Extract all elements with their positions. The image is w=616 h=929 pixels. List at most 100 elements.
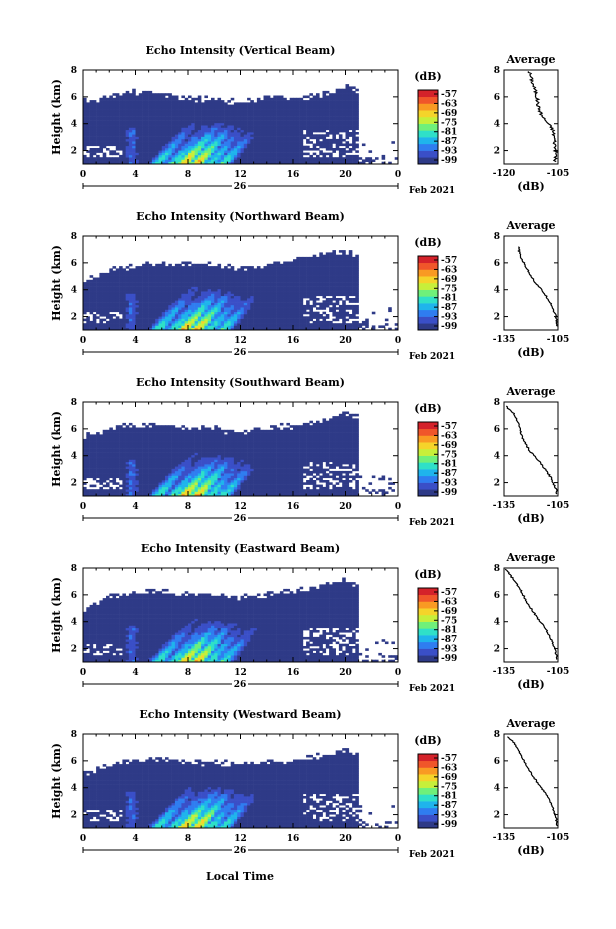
inset-y-tick: 6 [494, 425, 500, 435]
x-tick-label: 20 [339, 336, 352, 346]
inset-y-tick: 8 [494, 564, 500, 574]
colorbar-swatch [418, 787, 438, 795]
x-tick-label: 20 [339, 502, 352, 512]
heatmap-cells [83, 84, 399, 165]
colorbar-swatch [418, 435, 438, 443]
inset-title: Average [505, 53, 555, 66]
colorbar-swatch [418, 801, 438, 809]
colorbar-frame [417, 89, 439, 165]
inset-title: Average [505, 219, 555, 232]
average-profile-line [527, 71, 559, 163]
inset-x-label: (dB) [517, 180, 544, 193]
x-tick-label: 4 [132, 502, 138, 512]
colorbar-swatch [418, 601, 438, 609]
colorbar-swatch [418, 448, 438, 456]
colorbar-swatch [418, 296, 438, 304]
inset-x-tick: -135 [493, 833, 516, 843]
colorbar-tick: -99 [441, 654, 457, 664]
colorbar-swatch [418, 821, 438, 829]
colorbar-tick: -87 [441, 801, 457, 811]
colorbar-unit: (dB) [414, 568, 441, 581]
day-label: 26 [234, 846, 247, 856]
colorbar-tick: -87 [441, 469, 457, 479]
colorbar-swatch [418, 641, 438, 649]
heatmap-cells [83, 748, 399, 829]
colorbar-tick: -63 [441, 763, 457, 773]
y-tick-label: 8 [71, 398, 77, 408]
colorbar-swatch [418, 276, 438, 284]
inset-y-tick: 8 [494, 232, 500, 242]
inset-frame [503, 567, 559, 663]
colorbar-frame [417, 255, 439, 331]
inset-title: Average [505, 717, 555, 730]
y-tick-label: 8 [71, 730, 77, 740]
y-tick-label: 2 [71, 645, 77, 655]
x-tick-label: 12 [234, 336, 247, 346]
x-tick-label: 0 [395, 834, 401, 844]
x-tick-label: 16 [287, 668, 300, 678]
average-profile-line [504, 568, 558, 660]
y-tick-label: 8 [71, 232, 77, 242]
colorbar-swatch [418, 780, 438, 788]
inset-frame [503, 235, 559, 331]
y-axis-label: Height (km) [50, 743, 63, 819]
colorbar-tick: -63 [441, 597, 457, 607]
x-tick-label: 0 [80, 502, 86, 512]
y-axis-label: Height (km) [50, 245, 63, 321]
colorbar-tick: -75 [441, 284, 457, 294]
colorbar-swatch [418, 482, 438, 490]
colorbar-swatch [418, 130, 438, 138]
inset-frame [503, 733, 559, 829]
colorbar-unit: (dB) [414, 734, 441, 747]
colorbar-swatch [418, 422, 438, 430]
x-tick-label: 16 [287, 834, 300, 844]
y-tick-label: 2 [71, 147, 77, 157]
x-tick-label: 0 [80, 336, 86, 346]
colorbar-swatch [418, 648, 438, 656]
x-tick-label: 20 [339, 834, 352, 844]
colorbar-swatch [418, 110, 438, 118]
colorbar-swatch [418, 594, 438, 602]
inset-x-tick: -135 [493, 335, 516, 345]
x-tick-label: 0 [80, 668, 86, 678]
colorbar-tick: -93 [441, 313, 457, 323]
y-tick-label: 6 [71, 591, 77, 601]
panel-title: Echo Intensity (Vertical Beam) [145, 44, 335, 57]
inset-y-tick: 8 [494, 398, 500, 408]
colorbar-tick: -99 [441, 820, 457, 830]
colorbar-tick: -93 [441, 811, 457, 821]
inset-x-tick: -105 [547, 833, 570, 843]
colorbar-swatch [418, 655, 438, 663]
inset-y-tick: 4 [494, 784, 500, 794]
colorbar-tick: -81 [441, 128, 457, 138]
x-tick-label: 12 [234, 834, 247, 844]
colorbar-swatch [418, 303, 438, 311]
colorbar-swatch [418, 614, 438, 622]
colorbar-tick: -81 [441, 294, 457, 304]
colorbar-tick: -75 [441, 450, 457, 460]
inset-x-tick: -105 [547, 169, 570, 179]
colorbar-swatch [418, 814, 438, 822]
inset-y-tick: 4 [494, 120, 500, 130]
colorbar-swatch [418, 760, 438, 768]
y-tick-label: 2 [71, 479, 77, 489]
inset-y-tick: 4 [494, 452, 500, 462]
inset-y-tick: 6 [494, 757, 500, 767]
x-tick-label: 0 [395, 170, 401, 180]
colorbar-swatch [418, 475, 438, 483]
x-tick-label: 8 [185, 170, 191, 180]
colorbar-tick: -63 [441, 265, 457, 275]
inset-y-tick: 6 [494, 93, 500, 103]
colorbar-swatch [418, 628, 438, 636]
colorbar-swatch [418, 157, 438, 165]
colorbar-tick: -75 [441, 118, 457, 128]
x-tick-label: 0 [395, 336, 401, 346]
colorbar-swatch [418, 282, 438, 290]
colorbar-tick: -99 [441, 322, 457, 332]
y-tick-label: 2 [71, 313, 77, 323]
colorbar-swatch [418, 143, 438, 151]
y-tick-label: 6 [71, 425, 77, 435]
colorbar-unit: (dB) [414, 236, 441, 249]
day-label: 26 [234, 514, 247, 524]
